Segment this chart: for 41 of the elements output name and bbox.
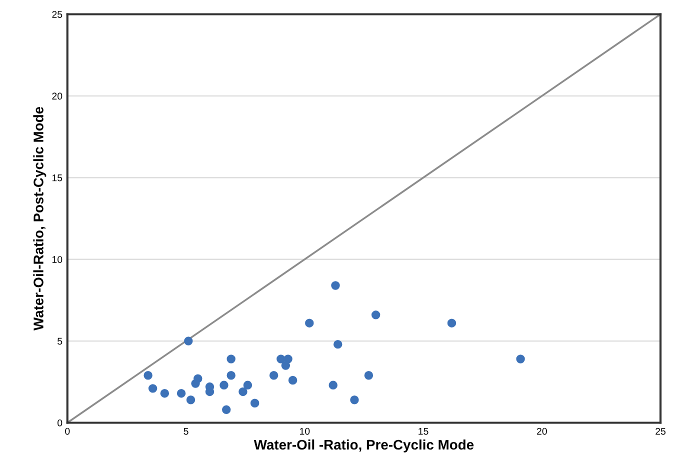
point [250, 398, 260, 408]
y-tick-label: 15 [52, 174, 62, 182]
point [186, 396, 196, 404]
y-tick-label: 5 [58, 338, 62, 345]
point [288, 376, 298, 385]
point [447, 318, 456, 328]
y-axis-title: Water-Oil-Ratio, Post-Cyclic Mode [33, 106, 46, 330]
point [144, 370, 152, 380]
point [328, 380, 338, 390]
y-tick-label: 20 [52, 92, 62, 100]
point [222, 405, 231, 414]
point [226, 370, 236, 380]
x-tick-label: 15 [418, 428, 428, 435]
point [220, 380, 228, 390]
x-tick-label: 20 [536, 428, 547, 435]
point [226, 354, 236, 364]
x-tick-label: 0 [65, 428, 70, 435]
point [333, 340, 342, 349]
point [243, 380, 252, 390]
x-axis-title: Water-Oil -Ratio, Pre-Cyclic Mode [254, 439, 474, 452]
point [284, 354, 292, 364]
point [364, 370, 374, 380]
point [516, 354, 525, 364]
y-tick-label: 25 [52, 10, 62, 18]
x-tick-label: 10 [300, 428, 310, 435]
point [148, 384, 158, 393]
x-tick-label: 5 [184, 428, 188, 435]
point [160, 388, 170, 398]
x-tick-label: 25 [656, 428, 666, 435]
point [331, 281, 340, 290]
point [269, 370, 278, 380]
point [281, 361, 290, 370]
point [305, 318, 314, 328]
point [371, 310, 380, 320]
y-tick-label: 0 [58, 419, 62, 426]
point [350, 396, 359, 404]
point [238, 387, 248, 396]
point [184, 336, 193, 346]
y-tick-label: 10 [52, 256, 62, 263]
point [176, 388, 186, 398]
point [194, 374, 202, 383]
